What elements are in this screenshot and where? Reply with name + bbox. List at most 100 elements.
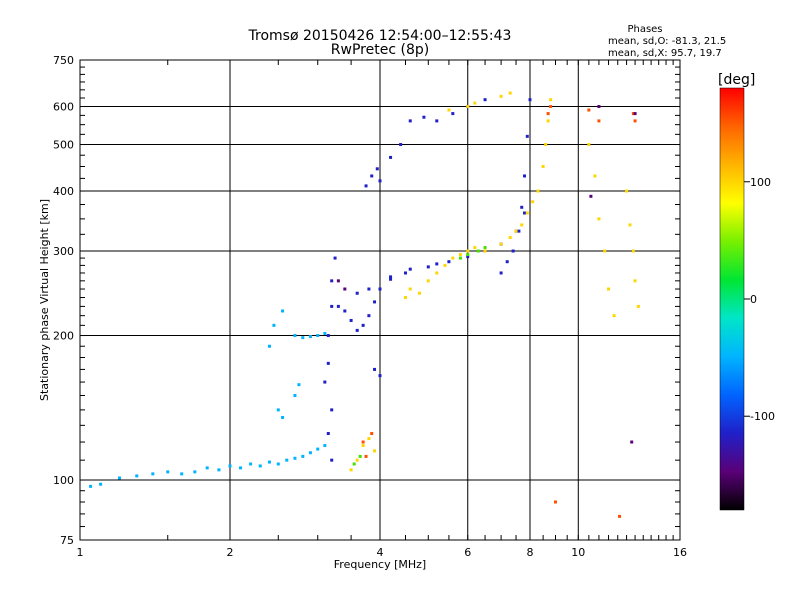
data-point	[323, 331, 327, 335]
data-point	[589, 194, 593, 198]
data-point	[375, 167, 379, 171]
grid-lines	[80, 60, 680, 540]
data-point	[399, 143, 403, 147]
data-point	[553, 500, 557, 504]
phases-line-o: mean, sd,O: -81.3, 21.5	[608, 36, 726, 47]
data-point	[323, 380, 327, 384]
data-point	[361, 323, 365, 327]
phases-line-x: mean, sd,X: 95.7, 19.7	[608, 48, 722, 59]
data-point	[258, 464, 262, 468]
data-point	[597, 119, 601, 123]
data-point	[293, 456, 297, 460]
data-point	[525, 211, 529, 215]
data-point	[523, 174, 527, 178]
data-point	[308, 451, 312, 455]
chart-subtitle: RwPretec (8p)	[331, 42, 429, 58]
data-point	[361, 440, 365, 444]
y-tick-label: 100	[53, 474, 74, 487]
data-point	[523, 211, 527, 215]
data-point	[151, 472, 155, 476]
scatter-points	[89, 91, 640, 518]
data-point	[281, 309, 285, 313]
data-point	[505, 260, 509, 264]
data-point	[343, 287, 347, 291]
data-point	[272, 323, 276, 327]
data-point	[466, 255, 470, 259]
data-point	[301, 336, 305, 340]
data-point	[117, 476, 121, 480]
data-point	[239, 466, 243, 470]
x-tick-label: 8	[527, 546, 534, 559]
data-point	[355, 291, 359, 295]
data-point	[330, 408, 334, 412]
data-point	[483, 249, 487, 253]
data-point	[276, 408, 280, 412]
data-point	[447, 108, 451, 112]
data-point	[628, 223, 632, 227]
data-point	[536, 189, 540, 193]
data-point	[417, 291, 421, 295]
chart-title: Tromsø 20150426 12:54:00–12:55:43	[248, 28, 512, 44]
data-point	[343, 309, 347, 313]
data-point	[483, 98, 487, 102]
data-point	[466, 105, 470, 109]
data-point	[549, 98, 553, 102]
y-tick-label: 750	[53, 54, 74, 67]
data-point	[323, 444, 327, 448]
data-point	[193, 470, 197, 474]
data-point	[520, 205, 524, 209]
data-point	[633, 112, 637, 116]
data-point	[525, 134, 529, 138]
data-point	[607, 287, 611, 291]
data-point	[99, 482, 103, 486]
data-point	[364, 184, 368, 188]
x-tick-label: 16	[673, 546, 687, 559]
data-point	[631, 249, 635, 253]
data-point	[361, 444, 365, 448]
data-point	[546, 119, 550, 123]
data-point	[373, 367, 377, 371]
data-point	[367, 437, 371, 441]
y-axis-label: Stationary phase Virtual Height [km]	[38, 199, 51, 401]
data-point	[89, 484, 93, 488]
colorbar-ticks: 100 0 -100	[744, 176, 775, 423]
data-point	[587, 143, 591, 147]
data-point	[281, 415, 285, 419]
data-point	[326, 432, 330, 436]
phases-heading: Phases	[627, 24, 662, 35]
x-tick-label: 10	[571, 546, 585, 559]
x-tick-label: 1	[77, 546, 84, 559]
data-point	[326, 334, 330, 338]
data-point	[370, 432, 374, 436]
colorbar	[719, 87, 745, 511]
data-point	[378, 287, 382, 291]
data-point	[355, 458, 359, 462]
data-point	[612, 314, 616, 318]
data-point	[528, 98, 532, 102]
colorbar-tick-label: 0	[750, 293, 757, 306]
colorbar-unit: [deg]	[718, 72, 755, 88]
data-point	[546, 112, 550, 116]
colorbar-tick-label: 100	[750, 176, 771, 189]
data-point	[166, 470, 170, 474]
data-point	[367, 314, 371, 318]
data-point	[349, 468, 353, 472]
data-point	[458, 253, 462, 257]
data-point	[352, 462, 356, 466]
data-point	[378, 374, 382, 378]
data-point	[531, 200, 535, 204]
data-point	[520, 223, 524, 227]
data-point	[267, 460, 271, 464]
data-point	[625, 189, 629, 193]
data-point	[333, 256, 337, 260]
data-point	[285, 458, 289, 462]
data-point	[517, 229, 521, 233]
data-point	[633, 119, 637, 123]
data-point	[435, 271, 439, 275]
x-axis-label: Frequency [MHz]	[334, 558, 426, 571]
data-point	[466, 253, 470, 257]
data-point	[180, 472, 184, 476]
x-tick-label: 2	[227, 546, 234, 559]
data-point	[330, 279, 334, 283]
